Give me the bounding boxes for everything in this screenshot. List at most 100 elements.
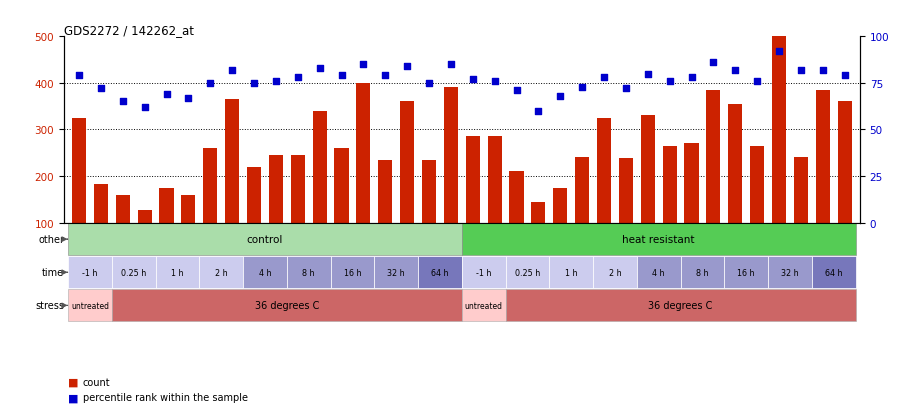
Point	[684, 75, 699, 81]
Bar	[334, 149, 349, 270]
Point	[399, 64, 414, 70]
Bar	[772, 37, 786, 270]
Bar	[575, 158, 590, 270]
Text: 32 h: 32 h	[388, 268, 405, 277]
Point	[772, 49, 786, 55]
Point	[794, 67, 808, 74]
Point	[268, 78, 283, 85]
Bar	[418, 257, 461, 288]
Bar	[203, 149, 217, 270]
Text: 32 h: 32 h	[781, 268, 799, 277]
Text: 0.25 h: 0.25 h	[515, 268, 540, 277]
Point	[662, 78, 677, 85]
Bar	[724, 257, 768, 288]
Text: control: control	[247, 235, 283, 244]
Point	[443, 62, 458, 68]
Point	[553, 93, 568, 100]
Point	[181, 95, 196, 102]
Bar	[553, 188, 567, 270]
Bar	[400, 102, 414, 270]
Bar	[290, 156, 305, 270]
Bar	[706, 90, 721, 270]
Text: ■: ■	[68, 377, 79, 387]
Bar	[444, 88, 458, 270]
Bar	[225, 100, 239, 270]
Bar	[156, 257, 199, 288]
Text: 16 h: 16 h	[344, 268, 361, 277]
Point	[510, 88, 524, 95]
Bar	[379, 160, 392, 270]
Text: untreated: untreated	[465, 301, 502, 310]
Point	[597, 75, 612, 81]
Bar	[815, 90, 830, 270]
Text: stress: stress	[35, 301, 64, 311]
Bar	[728, 104, 743, 270]
Text: percentile rank within the sample: percentile rank within the sample	[83, 392, 248, 402]
Bar	[597, 119, 612, 270]
Text: 36 degrees C: 36 degrees C	[649, 301, 713, 311]
Bar	[641, 116, 655, 270]
Bar	[137, 210, 152, 270]
Point	[488, 78, 502, 85]
Bar	[287, 257, 330, 288]
Point	[378, 73, 392, 79]
Bar	[357, 83, 370, 270]
Bar	[422, 160, 436, 270]
Point	[290, 75, 305, 81]
Bar	[159, 188, 174, 270]
Bar	[637, 257, 681, 288]
Text: heat resistant: heat resistant	[622, 235, 695, 244]
Bar	[243, 257, 287, 288]
Bar	[488, 137, 501, 270]
Text: 0.25 h: 0.25 h	[121, 268, 147, 277]
Bar	[374, 257, 418, 288]
Bar	[510, 172, 523, 270]
Bar	[312, 112, 327, 270]
Bar	[72, 119, 86, 270]
Point	[72, 73, 86, 79]
Point	[116, 99, 130, 105]
Point	[575, 84, 590, 91]
Bar	[68, 257, 112, 288]
Bar	[531, 202, 545, 270]
Point	[225, 67, 239, 74]
Text: 4 h: 4 h	[652, 268, 665, 277]
Text: count: count	[83, 377, 110, 387]
Bar	[812, 257, 855, 288]
Point	[466, 77, 480, 83]
Point	[247, 80, 261, 87]
Text: 64 h: 64 h	[431, 268, 449, 277]
Text: -1 h: -1 h	[82, 268, 97, 277]
Bar	[112, 257, 156, 288]
Point	[815, 67, 830, 74]
Text: ■: ■	[68, 392, 79, 402]
Bar	[768, 257, 812, 288]
Text: 4 h: 4 h	[258, 268, 271, 277]
Bar	[837, 102, 852, 270]
Bar	[330, 257, 374, 288]
Text: other: other	[38, 235, 64, 244]
Point	[750, 78, 764, 85]
Text: 8 h: 8 h	[696, 268, 709, 277]
Bar	[466, 137, 480, 270]
Text: 8 h: 8 h	[302, 268, 315, 277]
Text: 1 h: 1 h	[171, 268, 184, 277]
Text: -1 h: -1 h	[476, 268, 491, 277]
Bar	[116, 195, 130, 270]
Text: 2 h: 2 h	[215, 268, 228, 277]
Bar	[794, 158, 808, 270]
Point	[356, 62, 370, 68]
Point	[728, 67, 743, 74]
Point	[619, 86, 633, 93]
Text: 16 h: 16 h	[737, 268, 755, 277]
Bar	[112, 290, 461, 321]
Point	[203, 80, 217, 87]
Text: 64 h: 64 h	[825, 268, 843, 277]
Bar	[181, 195, 196, 270]
Point	[312, 65, 327, 72]
Text: 2 h: 2 h	[609, 268, 622, 277]
Text: 1 h: 1 h	[565, 268, 578, 277]
Bar	[750, 146, 764, 270]
Bar	[461, 257, 506, 288]
Bar	[268, 156, 283, 270]
